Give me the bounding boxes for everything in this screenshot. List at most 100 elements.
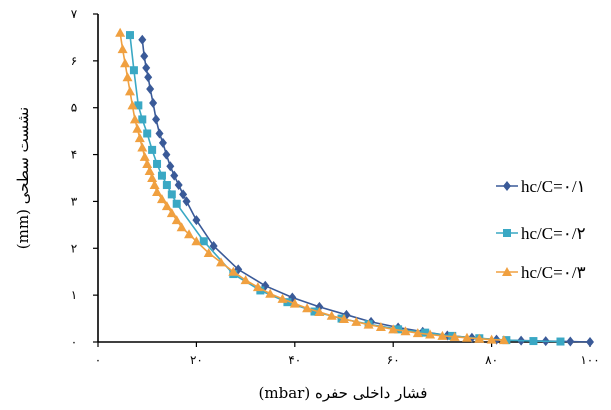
data-point: [556, 337, 565, 346]
y-tick-label: ۵: [71, 101, 77, 115]
y-tick-label: ۲: [71, 241, 77, 255]
data-point: [203, 247, 214, 257]
series-hc-c-0-3: [115, 27, 509, 345]
data-point: [172, 199, 181, 208]
data-point: [132, 123, 143, 133]
data-point: [351, 316, 362, 326]
data-point: [462, 332, 472, 342]
data-point: [166, 208, 177, 218]
data-point: [486, 334, 497, 344]
data-point: [265, 288, 276, 298]
legend-marker: [502, 267, 512, 276]
y-axis-label: نشست سطحی (mm): [14, 107, 32, 249]
legend-item-hc-c-0-2: hc/C=۰/۲: [496, 224, 586, 243]
legend-marker: [503, 229, 511, 237]
x-tick-label: ۴۰: [288, 353, 301, 367]
data-point: [117, 44, 128, 54]
data-point: [155, 128, 164, 139]
data-point: [179, 189, 188, 200]
legend-label: hc/C=۰/۱: [521, 177, 586, 196]
data-point: [283, 298, 292, 307]
data-point: [138, 34, 147, 45]
x-tick-label: ۲۰: [190, 353, 203, 367]
data-point: [152, 114, 161, 125]
data-point: [314, 307, 325, 317]
data-point: [129, 66, 138, 75]
data-point: [161, 201, 172, 211]
data-point: [228, 266, 239, 276]
data-point: [449, 331, 460, 341]
data-point: [437, 330, 448, 340]
data-point: [157, 171, 166, 180]
y-tick-label: ۳: [71, 194, 78, 208]
data-point: [199, 237, 208, 246]
data-point: [148, 145, 157, 154]
y-tick-label: ۱: [71, 288, 77, 302]
legend-item-hc-c-0-3: hc/C=۰/۳: [496, 263, 586, 282]
data-point: [127, 100, 138, 110]
data-point: [129, 114, 140, 124]
data-point: [137, 142, 148, 152]
data-point: [388, 324, 399, 334]
series-hc-c-0-1: [138, 34, 594, 347]
data-point: [162, 181, 171, 190]
y-tick-label: ۴: [71, 148, 77, 162]
data-point: [140, 51, 149, 62]
y-tick-label: ۰: [71, 335, 77, 349]
data-point: [124, 86, 135, 96]
data-point: [152, 187, 163, 197]
data-point: [209, 240, 218, 251]
data-point: [498, 335, 509, 345]
legend-label: hc/C=۰/۳: [521, 263, 586, 282]
data-point: [166, 161, 175, 172]
data-point: [162, 149, 171, 160]
data-point: [474, 333, 485, 343]
data-point: [310, 307, 319, 316]
data-point: [375, 322, 386, 332]
data-point: [144, 165, 155, 175]
axes: [97, 14, 590, 343]
y-tick-label: ۶: [71, 54, 77, 68]
data-point: [586, 337, 594, 347]
data-point: [216, 257, 226, 267]
series-hc-c-0-2: [125, 31, 565, 346]
data-point: [289, 298, 300, 308]
data-point: [529, 337, 538, 346]
data-point: [134, 133, 145, 143]
x-tick-label: ۶۰: [387, 353, 400, 367]
x-axis-ticks: ۰ ۲۰ ۴۰ ۶۰ ۸۰ ۱۰۰: [95, 342, 600, 367]
data-point: [184, 229, 195, 239]
y-axis-ticks: ۰ ۱ ۲ ۳ ۴ ۵ ۶ ۷: [71, 7, 98, 349]
data-point: [143, 129, 152, 138]
data-point: [138, 115, 147, 124]
data-point: [425, 329, 436, 339]
data-point: [122, 72, 133, 82]
data-point: [153, 159, 162, 168]
data-point: [144, 72, 153, 83]
data-point: [412, 328, 423, 338]
data-point: [277, 293, 288, 303]
data-point: [125, 31, 134, 40]
data-point: [363, 319, 374, 329]
legend: hc/C=۰/۱ hc/C=۰/۲ hc/C=۰/۳: [496, 177, 586, 282]
legend-label: hc/C=۰/۲: [521, 224, 586, 243]
x-tick-label: ۸۰: [485, 353, 498, 367]
data-point: [142, 62, 151, 73]
data-point: [302, 303, 313, 313]
data-point: [339, 314, 349, 324]
x-tick-label: ۱۰۰: [580, 353, 599, 367]
data-point: [240, 275, 251, 285]
data-point: [149, 180, 160, 190]
data-point: [158, 137, 167, 148]
data-point: [176, 222, 187, 232]
data-point: [326, 310, 337, 320]
data-point: [139, 151, 150, 161]
x-tick-label: ۰: [95, 353, 101, 367]
data-point: [170, 170, 179, 181]
data-point: [182, 196, 191, 207]
data-point: [147, 173, 158, 182]
y-tick-label: ۷: [71, 7, 78, 21]
data-point: [120, 58, 131, 68]
data-point: [142, 158, 153, 168]
